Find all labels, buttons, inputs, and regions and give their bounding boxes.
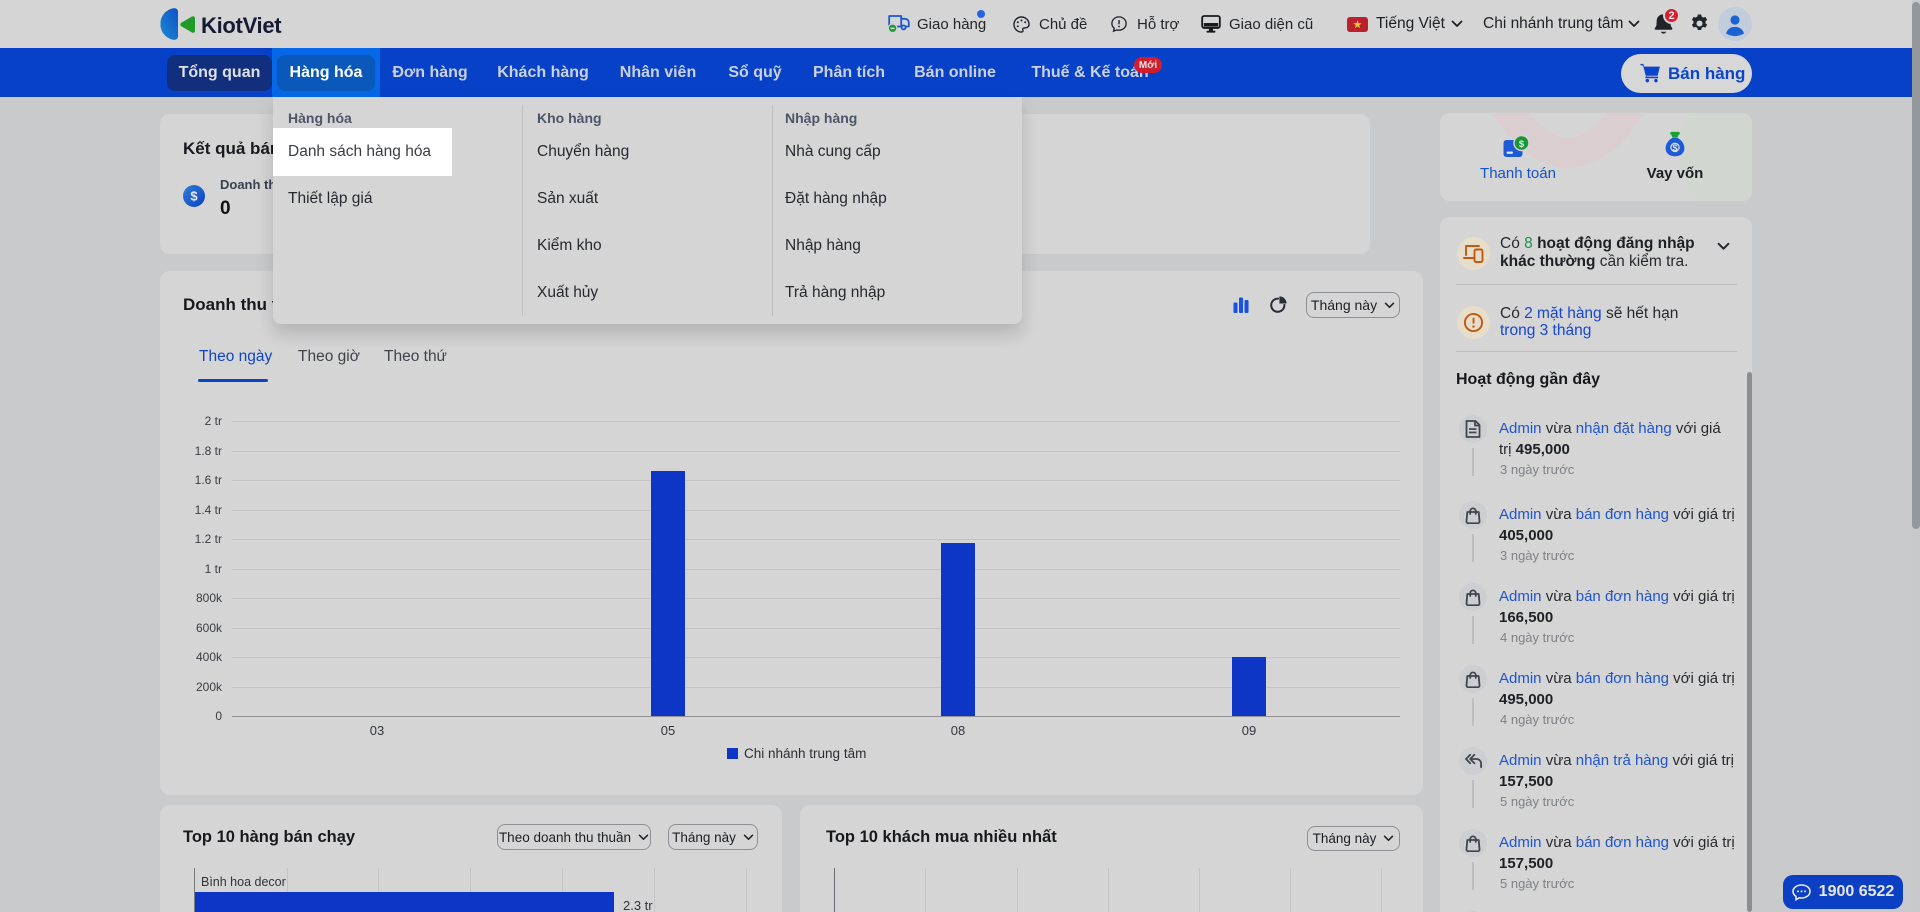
svg-text:$: $ [1519, 139, 1525, 150]
svg-text:$: $ [1672, 143, 1677, 153]
svg-text:$: $ [190, 189, 198, 204]
